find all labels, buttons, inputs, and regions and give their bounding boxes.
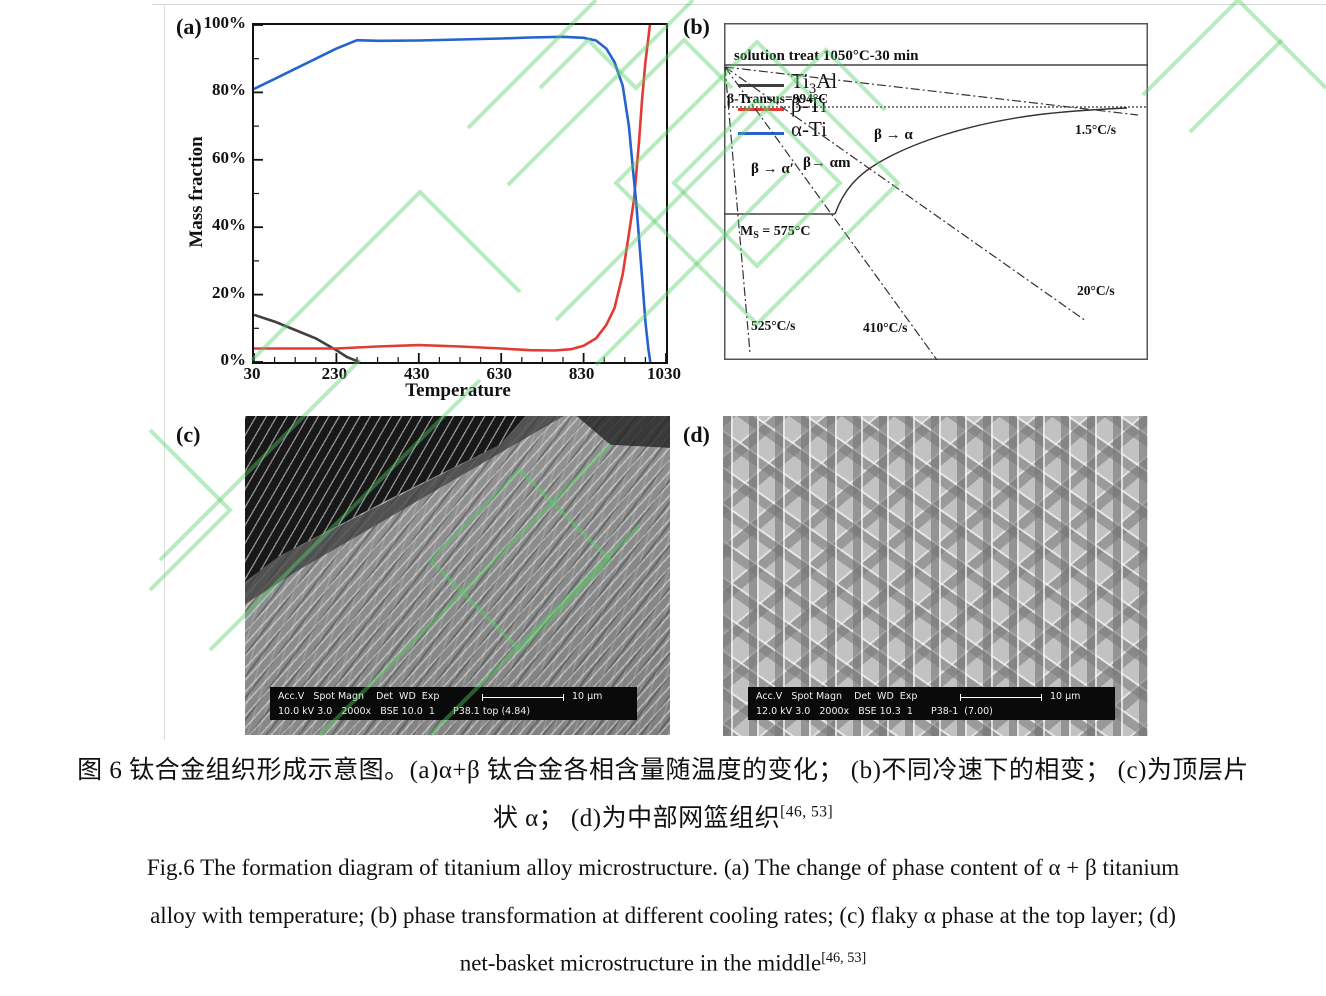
phase-fraction-chart: Ti3Al β-Ti α-Ti bbox=[252, 23, 837, 364]
legend-line-swatch bbox=[738, 131, 784, 135]
panel-c-label: (c) bbox=[176, 422, 201, 447]
sem-bar-header: Acc.V Spot Magn Det WD Exp bbox=[756, 691, 918, 702]
citation-ref: [46, 53] bbox=[821, 950, 867, 966]
sem-info-bar: Acc.V Spot Magn Det WD Exp 12.0 kV 3.0 2… bbox=[748, 687, 1115, 720]
legend-item-ti3al: Ti3Al bbox=[738, 69, 837, 97]
y-tick-label: 80% bbox=[212, 80, 246, 100]
series-α-Ti bbox=[254, 35, 652, 362]
cooling-ray-525 bbox=[724, 66, 751, 354]
scale-bar-label: 10 μm bbox=[1050, 691, 1081, 702]
beta-to-alpha-prime-label: β → α′ bbox=[751, 161, 794, 177]
sem-info-bar: Acc.V Spot Magn Det WD Exp 10.0 kV 3.0 2… bbox=[270, 687, 637, 720]
panel-d-label: (d) bbox=[683, 422, 710, 447]
panel-a-label: (a) bbox=[176, 14, 202, 39]
sem-bar-values: 10.0 kV 3.0 2000x BSE 10.0 1 P38.1 top (… bbox=[278, 706, 531, 717]
sem-image-net-basket: Acc.V Spot Magn Det WD Exp 12.0 kV 3.0 2… bbox=[723, 416, 1148, 736]
rate-20-label: 20°C/s bbox=[1077, 283, 1115, 298]
x-tick-label: 430 bbox=[404, 364, 430, 383]
scale-bar bbox=[482, 694, 564, 701]
legend-item-beta-ti: β-Ti bbox=[738, 93, 837, 121]
rate-1-5-label: 1.5°C/s bbox=[1075, 122, 1116, 137]
series-Ti3Al bbox=[254, 313, 360, 362]
phase-fraction-plot-area bbox=[254, 25, 666, 362]
x-tick-label: 630 bbox=[486, 364, 512, 383]
caption-en-line2: alloy with temperature; (b) phase transf… bbox=[150, 903, 1176, 928]
x-tick-label: 830 bbox=[568, 364, 595, 383]
sem-bar-header: Acc.V Spot Magn Det WD Exp bbox=[278, 691, 440, 702]
legend-label: Ti3Al bbox=[791, 68, 838, 98]
transformation-c-curve bbox=[834, 107, 1128, 215]
sem-image-flaky-alpha: Acc.V Spot Magn Det WD Exp 10.0 kV 3.0 2… bbox=[245, 416, 670, 735]
caption-zh-line2: 状 α； (d)为中部网篮组织[46, 53] bbox=[492, 803, 834, 832]
scale-bar bbox=[960, 694, 1042, 701]
sem-bar-values: 12.0 kV 3.0 2000x BSE 10.3 1 P38-1 (7.00… bbox=[756, 706, 993, 717]
y-tick-label: 100% bbox=[203, 13, 247, 32]
x-axis-title: Temperature bbox=[405, 380, 511, 401]
citation-ref: [46, 53] bbox=[780, 803, 834, 821]
panel-b-label: (b) bbox=[683, 14, 710, 39]
caption-en-line1: Fig.6 The formation diagram of titanium … bbox=[146, 855, 1180, 880]
solution-treat-label: solution treat 1050°C-30 min bbox=[734, 48, 919, 64]
cooling-ray-410 bbox=[724, 66, 938, 361]
scan-border-top bbox=[152, 4, 1326, 5]
y-tick-label: 60% bbox=[212, 147, 246, 167]
ms-label: MS = 575°C bbox=[740, 224, 810, 241]
series-β-Ti bbox=[254, 25, 652, 352]
x-tick-label: 30 bbox=[243, 364, 261, 383]
x-axis-tick-labels: 30 230 430 630 830 1030 bbox=[244, 364, 682, 386]
y-tick-label: 0% bbox=[220, 350, 247, 369]
scale-bar-label: 10 μm bbox=[572, 691, 603, 702]
caption-zh-line1: 图 6 钛合金组织形成示意图。(a)α+β 钛合金各相含量随温度的变化； (b)… bbox=[77, 757, 1249, 784]
caption-en-line3: net-basket microstructure in the middle[… bbox=[459, 950, 867, 976]
y-tick-label: 40% bbox=[212, 215, 246, 235]
scan-border-left bbox=[164, 4, 165, 740]
y-tick-label: 20% bbox=[212, 282, 246, 302]
legend-label: β-Ti bbox=[791, 92, 827, 117]
cct-diagram-svg: solution treat 1050°C-30 min β-Transus=9… bbox=[724, 23, 1148, 361]
legend-line-swatch bbox=[738, 107, 784, 111]
legend-label: α-Ti bbox=[791, 116, 827, 141]
legend-line-swatch bbox=[738, 83, 784, 87]
cooling-ray-20 bbox=[724, 66, 1087, 322]
cooling-rate-diagram: solution treat 1050°C-30 min β-Transus=9… bbox=[724, 23, 1148, 361]
chart-legend: Ti3Al β-Ti α-Ti bbox=[738, 69, 837, 145]
rate-410-label: 410°C/s bbox=[863, 320, 907, 335]
y-axis-tick-labels: 0% 20% 40% 60% 80% 100% bbox=[188, 13, 247, 369]
beta-to-alpha-m-label: β→ αm bbox=[803, 155, 851, 171]
x-tick-label: 230 bbox=[321, 364, 348, 383]
sem-basketweave-texture bbox=[723, 416, 1148, 736]
beta-to-alpha-label: β → α bbox=[874, 127, 913, 143]
legend-item-alpha-ti: α-Ti bbox=[738, 117, 837, 145]
cooling-ray-1-5 bbox=[724, 66, 1139, 116]
x-tick-label: 1030 bbox=[647, 364, 681, 383]
beta-transus-label: β-Transus=994°C bbox=[727, 91, 828, 106]
rate-525-label: 525°C/s bbox=[751, 318, 795, 333]
